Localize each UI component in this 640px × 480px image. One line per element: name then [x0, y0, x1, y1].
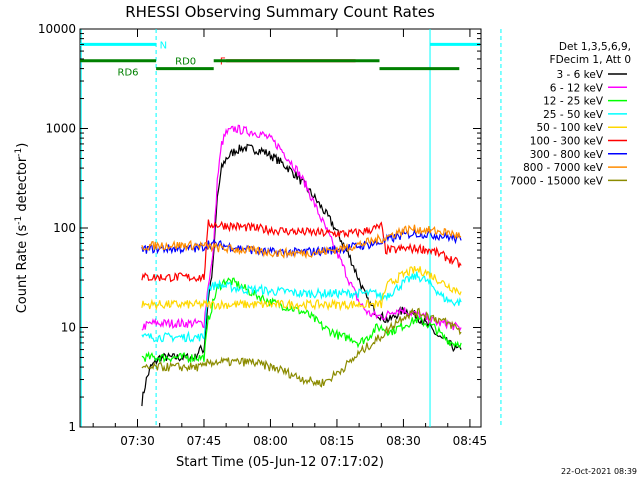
- flag-label-rd6: RD6: [118, 68, 139, 79]
- x-tick-label-3: 08:15: [320, 434, 355, 448]
- legend: Det 1,3,5,6,9, FDecim 1, Att 0 3 - 6 keV…: [510, 41, 631, 187]
- legend-label-1: 6 - 12 keV: [550, 82, 604, 94]
- flag-label-rd0: RD0: [175, 57, 196, 68]
- x-tick-label-0: 07:30: [120, 434, 155, 448]
- series-line-5: [141, 219, 462, 283]
- legend-label-8: 7000 - 15000 keV: [510, 175, 604, 187]
- legend-header-line-1: Det 1,3,5,6,9,: [559, 41, 631, 53]
- legend-label-2: 12 - 25 keV: [543, 96, 604, 108]
- x-tick-label-4: 08:30: [386, 434, 421, 448]
- x-tick-label-1: 07:45: [187, 434, 222, 448]
- series-line-2: [141, 277, 462, 364]
- y-tick-label-3: 1000: [45, 122, 76, 136]
- chart-title: RHESSI Observing Summary Count Rates: [125, 3, 435, 21]
- y-tick-label-0: 1: [68, 420, 76, 434]
- y-axis-label: Count Rate (s-1 detector-1): [14, 143, 30, 314]
- legend-label-6: 300 - 800 keV: [530, 149, 604, 161]
- legend-header-line-2: FDecim 1, Att 0: [550, 54, 631, 66]
- flag-label-f: F: [220, 57, 226, 68]
- observing-flags: N F RD0 RD6: [80, 40, 481, 79]
- series-layer: [141, 124, 462, 407]
- series-line-7: [141, 224, 462, 260]
- legend-label-7: 800 - 7000 keV: [523, 162, 604, 174]
- series-line-8: [141, 307, 462, 388]
- legend-label-3: 25 - 50 keV: [543, 109, 604, 121]
- series-line-1: [141, 124, 462, 332]
- legend-label-0: 3 - 6 keV: [556, 69, 603, 81]
- legend-label-4: 50 - 100 keV: [536, 122, 603, 134]
- x-tick-label-2: 08:00: [253, 434, 288, 448]
- x-axis-label: Start Time (05-Jun-12 07:17:02): [176, 455, 384, 470]
- x-tick-label-5: 08:45: [453, 434, 488, 448]
- legend-label-5: 100 - 300 keV: [530, 136, 604, 148]
- series-line-3: [141, 271, 462, 343]
- flag-label-n: N: [160, 40, 167, 51]
- y-tick-label-4: 10000: [38, 22, 76, 36]
- y-tick-label-2: 100: [53, 221, 76, 235]
- series-line-4: [141, 266, 462, 312]
- timestamp: 22-Oct-2021 08:39: [561, 467, 637, 476]
- y-tick-label-1: 10: [61, 321, 76, 335]
- axis-ticks: 07:30 07:45 08:00 08:15 08:30 08:45 1 10 100 1000…: [38, 22, 487, 448]
